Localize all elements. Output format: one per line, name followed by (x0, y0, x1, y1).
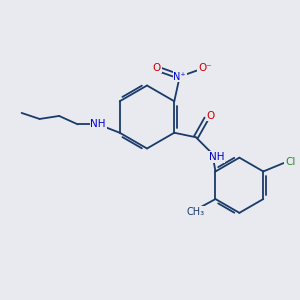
Text: CH₃: CH₃ (186, 207, 204, 217)
Text: NH: NH (209, 152, 225, 162)
Text: O⁻: O⁻ (198, 63, 212, 73)
Text: NH: NH (90, 119, 106, 129)
Text: N⁺: N⁺ (173, 72, 186, 82)
Text: O: O (207, 111, 215, 121)
Text: O: O (152, 63, 161, 73)
Text: Cl: Cl (285, 157, 296, 166)
